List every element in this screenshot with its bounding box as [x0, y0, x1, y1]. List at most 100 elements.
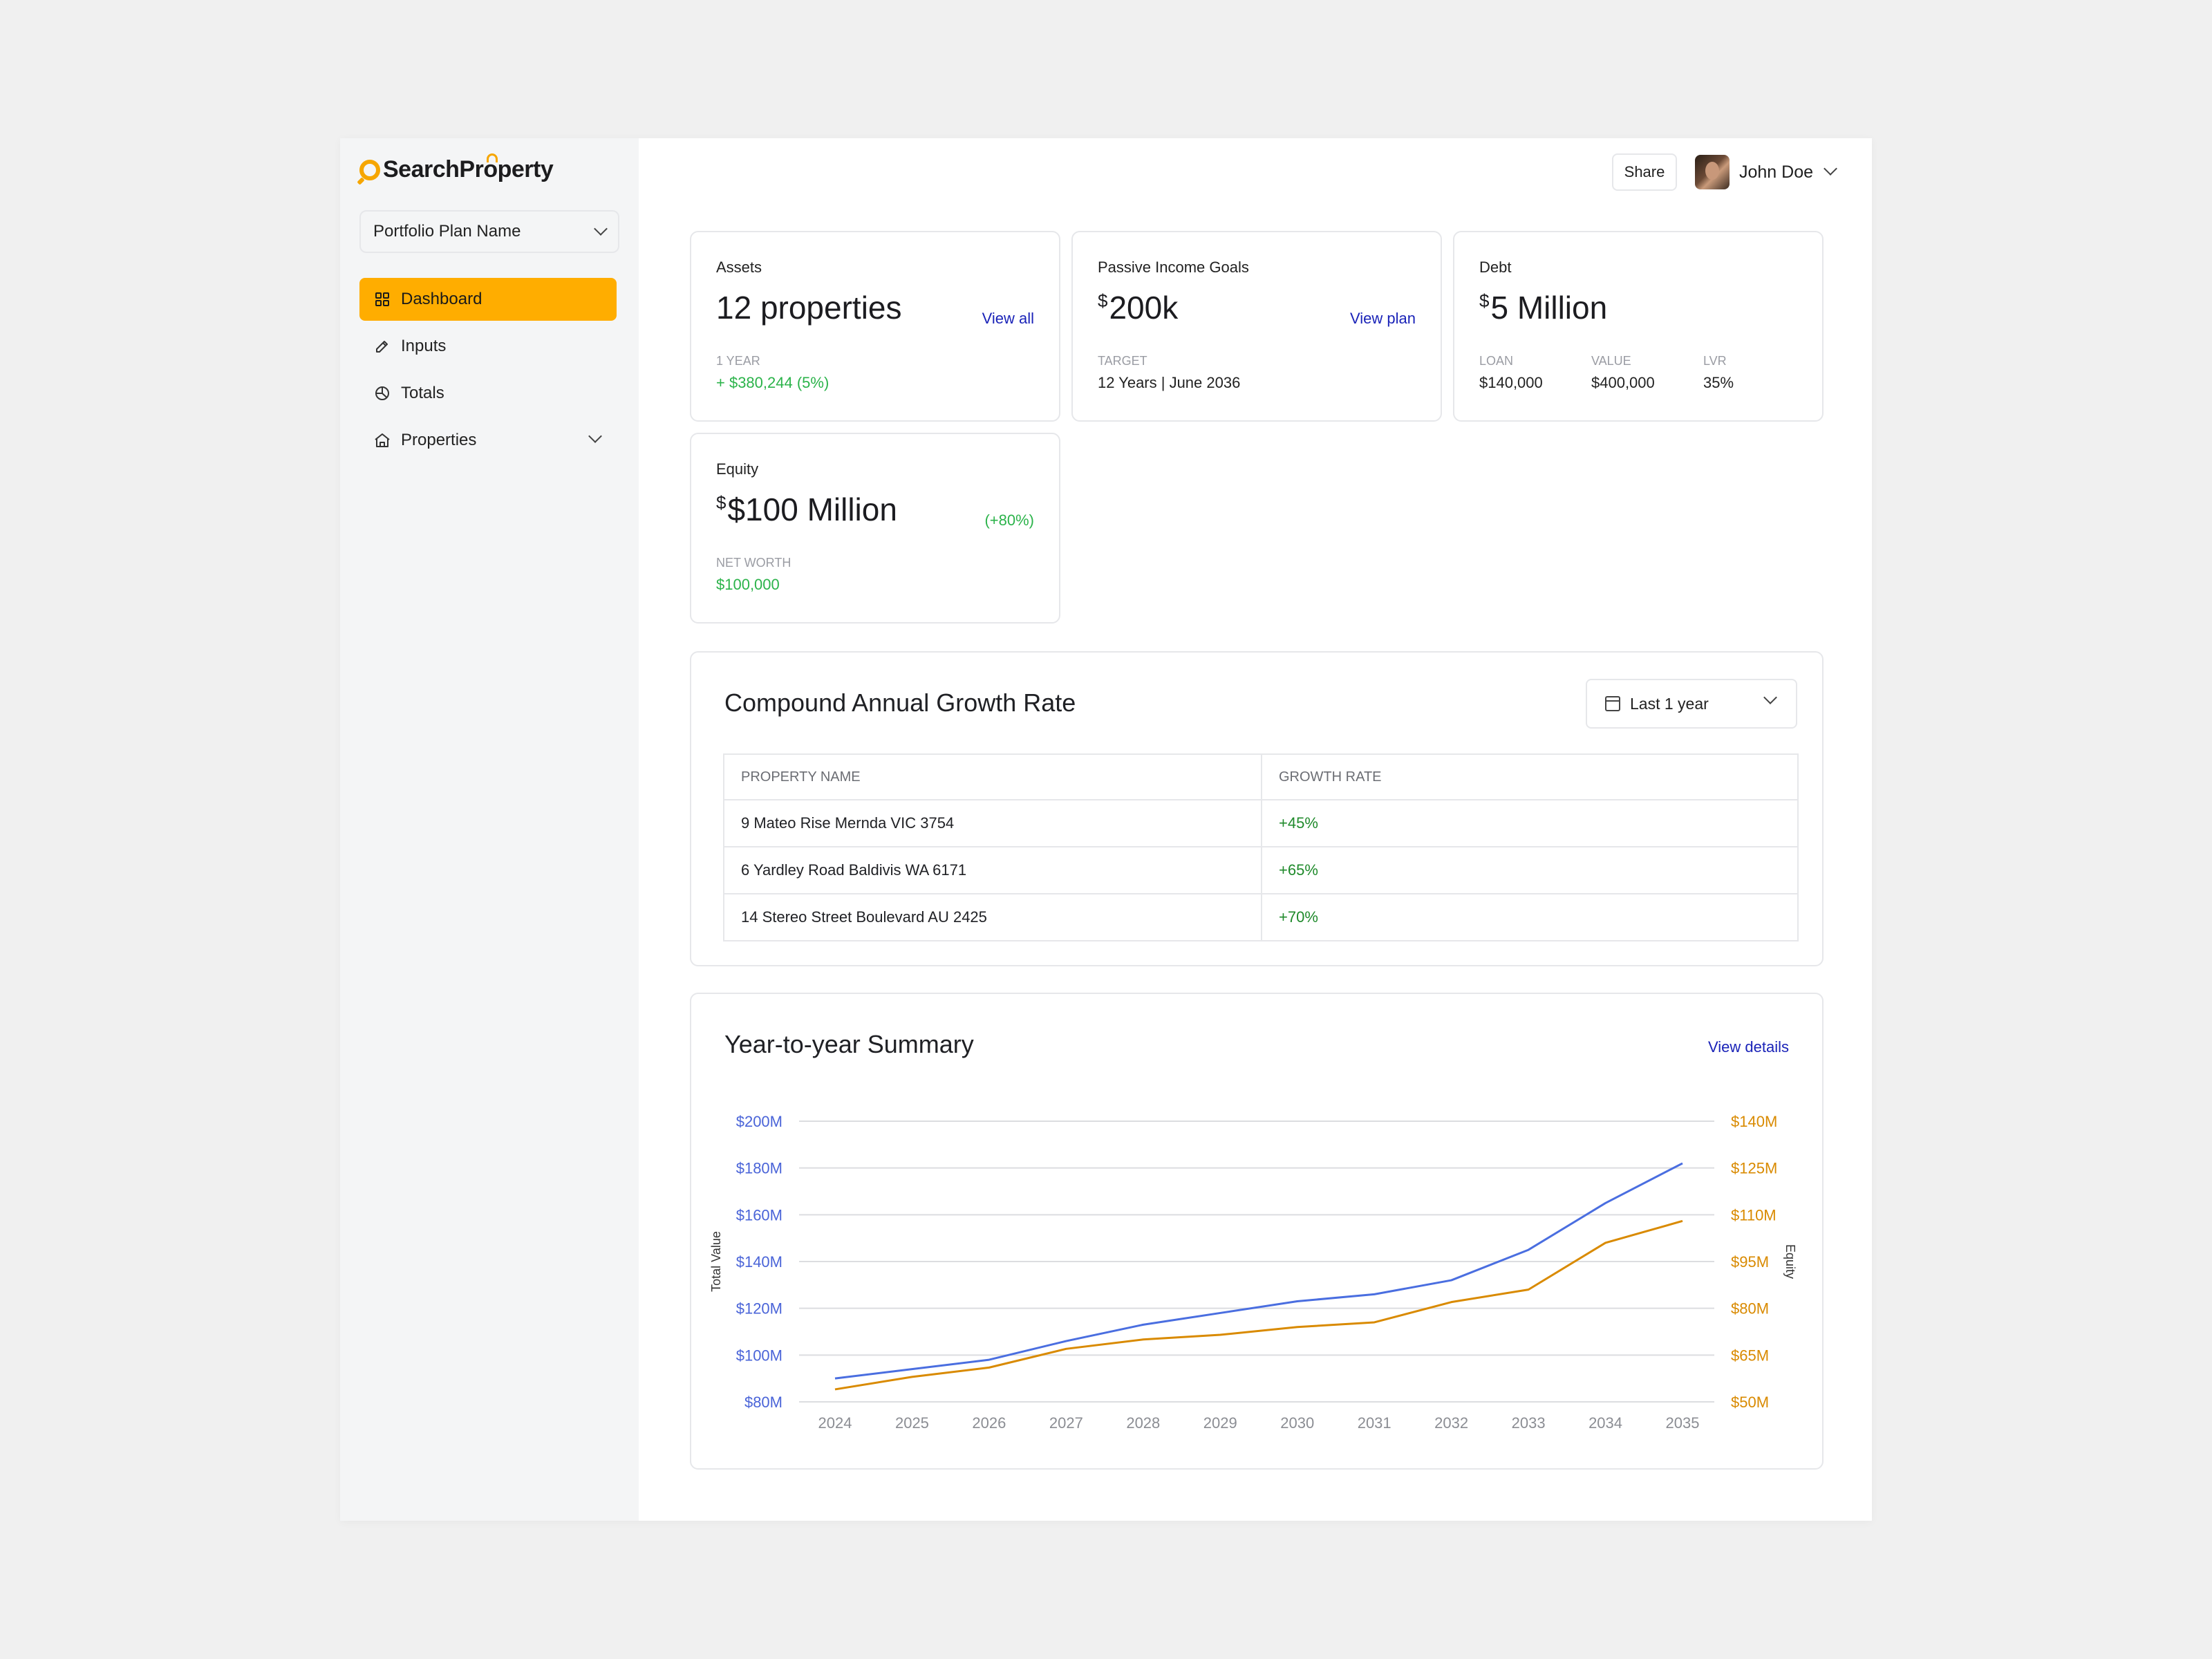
y-right-tick-label: $80M — [1731, 1300, 1769, 1318]
sub-label: LVR — [1703, 354, 1727, 368]
series-line-left — [834, 1162, 1683, 1380]
x-tick-label: 2026 — [972, 1414, 1006, 1432]
equity-change: (+80%) — [984, 512, 1034, 529]
sidebar-item-properties[interactable]: Properties — [359, 419, 617, 462]
sidebar-item-totals[interactable]: Totals — [359, 372, 617, 415]
y-right-tick-label: $95M — [1731, 1253, 1769, 1271]
chevron-down-icon — [594, 222, 608, 236]
sub-value: $100,000 — [716, 576, 780, 593]
y-left-tick-label: $160M — [736, 1206, 782, 1224]
table-header-row: PROPERTY NAME GROWTH RATE — [723, 753, 1799, 800]
sub-value: $140,000 — [1479, 374, 1543, 391]
table-row[interactable]: 14 Stereo Street Boulevard AU 2425 +70% — [723, 893, 1799, 941]
x-tick-label: 2031 — [1358, 1414, 1391, 1432]
debt-card: Debt $5 Million LOAN $140,000 VALUE $400… — [1453, 231, 1824, 422]
property-name-cell: 6 Yardley Road Baldivis WA 6171 — [723, 846, 1262, 894]
x-tick-label: 2028 — [1126, 1414, 1160, 1432]
y-right-tick-label: $50M — [1731, 1394, 1769, 1411]
growth-rate-cell: +70% — [1261, 893, 1799, 941]
y-left-tick-label: $140M — [736, 1253, 782, 1271]
sidebar-item-label: Totals — [401, 384, 444, 402]
y-left-tick-label: $100M — [736, 1347, 782, 1364]
sub-value: 12 Years | June 2036 — [1098, 374, 1241, 391]
share-button[interactable]: Share — [1612, 153, 1677, 191]
y-left-tick-label: $200M — [736, 1113, 782, 1130]
year-summary-chart: $80M $50M $100M $65M $120M $80M $140M $95M $160M… — [709, 1113, 1797, 1432]
property-name-cell: 9 Mateo Rise Mernda VIC 3754 — [723, 799, 1262, 847]
view-all-link[interactable]: View all — [982, 310, 1034, 327]
summary-panel: Year-to-year Summary View details $80M $5… — [690, 993, 1824, 1470]
sidebar-item-inputs[interactable]: Inputs — [359, 325, 617, 368]
portfolio-plan-select[interactable]: Portfolio Plan Name — [359, 210, 619, 253]
sub-label: VALUE — [1591, 354, 1631, 368]
y-left-tick-label: $180M — [736, 1160, 782, 1177]
sidebar-item-dashboard[interactable]: Dashboard — [359, 278, 617, 321]
equity-net-worth: NET WORTH $100,000 — [716, 556, 791, 594]
x-tick-label: 2035 — [1666, 1414, 1700, 1432]
app-window: SearchProperty Portfolio Plan Name Dashb… — [340, 138, 1872, 1521]
sub-label: LOAN — [1479, 354, 1514, 368]
x-tick-label: 2032 — [1434, 1414, 1468, 1432]
x-tick-label: 2024 — [818, 1414, 852, 1432]
y-right-tick-label: $140M — [1731, 1113, 1777, 1130]
passive-income-value: $200k — [1098, 290, 1179, 326]
growth-rate-cell: +65% — [1261, 846, 1799, 894]
y-left-tick-label: $120M — [736, 1300, 782, 1318]
sub-value: + $380,244 (5%) — [716, 374, 830, 391]
column-header[interactable]: PROPERTY NAME — [723, 753, 1262, 800]
table-row[interactable]: 9 Mateo Rise Mernda VIC 3754 +45% — [723, 799, 1799, 847]
pie-chart-icon — [373, 384, 391, 402]
sub-label: TARGET — [1098, 354, 1147, 368]
y-right-axis-title: Equity — [1783, 1244, 1797, 1279]
sidebar-nav: Dashboard Inputs Totals Properties — [359, 278, 617, 466]
sub-value: 35% — [1703, 374, 1734, 391]
user-name: John Doe — [1739, 162, 1814, 182]
equity-value: $$100 Million — [716, 491, 897, 527]
debt-loan: LOAN $140,000 — [1479, 354, 1543, 392]
card-label: Equity — [716, 460, 759, 478]
assets-change: 1 YEAR + $380,244 (5%) — [716, 354, 829, 392]
card-label: Assets — [716, 259, 762, 276]
main-content: Share John Doe Assets 12 properties View… — [639, 138, 1872, 1521]
y-left-axis-title: Total Value — [709, 1231, 723, 1292]
chevron-down-icon — [1763, 691, 1777, 704]
y-right-tick-label: $125M — [1731, 1160, 1777, 1177]
user-menu[interactable]: John Doe — [1695, 153, 1837, 191]
sidebar-item-label: Properties — [401, 431, 477, 449]
growth-rate-cell: +45% — [1261, 799, 1799, 847]
summary-title: Year-to-year Summary — [724, 1030, 974, 1058]
passive-income-card: Passive Income Goals $200k View plan TAR… — [1071, 231, 1442, 422]
x-tick-label: 2033 — [1512, 1414, 1546, 1432]
view-details-link[interactable]: View details — [1708, 1038, 1789, 1056]
cagr-panel: Compound Annual Growth Rate Last 1 year … — [690, 651, 1824, 966]
series-line-right — [834, 1219, 1683, 1391]
sidebar: SearchProperty Portfolio Plan Name Dashb… — [340, 138, 639, 1521]
x-tick-label: 2027 — [1049, 1414, 1083, 1432]
card-label: Debt — [1479, 259, 1512, 276]
view-plan-link[interactable]: View plan — [1350, 310, 1416, 327]
assets-card: Assets 12 properties View all 1 YEAR + $… — [690, 231, 1060, 422]
sidebar-item-label: Inputs — [401, 337, 447, 355]
date-range-select[interactable]: Last 1 year — [1586, 679, 1797, 729]
sidebar-item-label: Dashboard — [401, 290, 482, 308]
property-name-cell: 14 Stereo Street Boulevard AU 2425 — [723, 893, 1262, 941]
brand-name: SearchProperty — [383, 153, 554, 182]
chevron-down-icon[interactable] — [588, 429, 602, 443]
brand-logo[interactable]: SearchProperty — [359, 153, 554, 183]
debt-value-sub: VALUE $400,000 — [1591, 354, 1655, 392]
x-tick-label: 2029 — [1203, 1414, 1237, 1432]
portfolio-plan-label: Portfolio Plan Name — [373, 222, 521, 241]
y-right-tick-label: $65M — [1731, 1347, 1769, 1364]
debt-value: $5 Million — [1479, 290, 1608, 326]
cagr-title: Compound Annual Growth Rate — [724, 688, 1076, 717]
y-right-tick-label: $110M — [1731, 1206, 1777, 1224]
table-row[interactable]: 6 Yardley Road Baldivis WA 6171 +65% — [723, 846, 1799, 894]
column-header[interactable]: GROWTH RATE — [1261, 753, 1799, 800]
equity-card: Equity $$100 Million (+80%) NET WORTH $1… — [690, 433, 1060, 624]
sub-label: NET WORTH — [716, 556, 791, 570]
passive-target: TARGET 12 Years | June 2036 — [1098, 354, 1240, 392]
assets-value: 12 properties — [716, 290, 902, 326]
sub-label: 1 YEAR — [716, 354, 760, 368]
cagr-table: PROPERTY NAME GROWTH RATE 9 Mateo Rise M… — [723, 753, 1799, 941]
chevron-down-icon — [1824, 162, 1837, 176]
